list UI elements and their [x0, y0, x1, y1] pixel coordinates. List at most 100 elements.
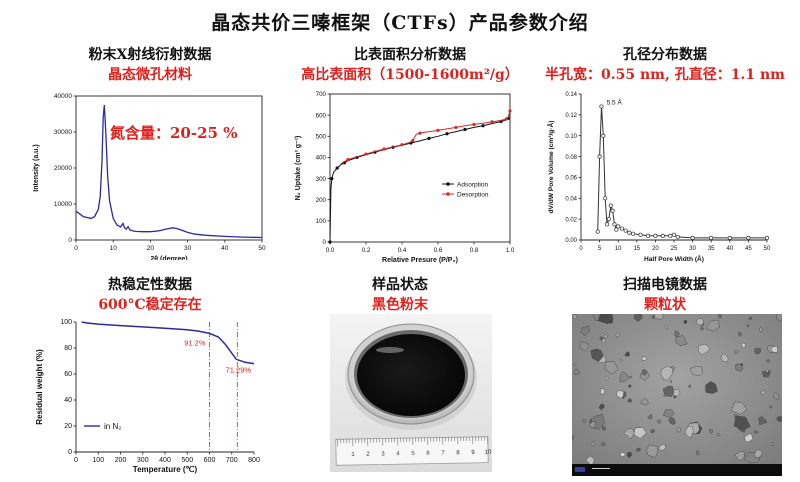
- pore-x-tick-label: 50: [764, 246, 771, 252]
- pore-y-tick-label: 0.06: [565, 176, 577, 182]
- pore-y-tick-label: 0.10: [565, 134, 577, 140]
- xrd-y-tick-label: 40000: [54, 93, 72, 100]
- sem-particle: [640, 397, 649, 406]
- bet-point: [335, 166, 339, 170]
- bet-point: [436, 128, 440, 132]
- sem-particle: [605, 376, 609, 380]
- pore-point: [709, 235, 714, 240]
- sem-particle: [740, 363, 744, 366]
- tga-x-tick-label: 700: [226, 457, 238, 464]
- sem-particle: [578, 341, 590, 352]
- pore-point: [608, 203, 613, 208]
- pore-point: [614, 227, 619, 232]
- pore-point: [623, 228, 628, 233]
- tga-x-tick-label: 600: [204, 457, 216, 464]
- sem-particle: [629, 375, 632, 379]
- bet-legend-marker: [446, 182, 450, 186]
- ruler-number: 9: [471, 450, 475, 456]
- pore-point: [595, 229, 600, 234]
- pore-point: [603, 196, 608, 201]
- bet-point: [481, 124, 485, 128]
- sem-particle: [624, 351, 630, 357]
- sem-particle: [709, 428, 713, 435]
- xrd-y-tick-label: 0: [68, 237, 72, 244]
- sem-particle: [687, 384, 691, 388]
- pore-point: [631, 231, 636, 236]
- sample-panel-subtitle: 黑色粉末: [372, 297, 428, 313]
- ruler-number: 5: [411, 451, 415, 457]
- sem-particle: [668, 416, 676, 425]
- xrd-x-tick-label: 0: [74, 245, 78, 252]
- pore-point: [597, 154, 602, 159]
- pore-x-tick-label: 35: [708, 246, 715, 252]
- sem-particle: [772, 392, 780, 400]
- sem-particle: [649, 429, 655, 434]
- bet-series-line-desorption: [340, 110, 511, 165]
- xrd-y-tick-label: 20000: [54, 165, 72, 172]
- sem-particle: [647, 413, 653, 420]
- bet-y-tick-label: 100: [316, 218, 327, 225]
- sem-particle: [604, 334, 608, 339]
- bet-y-tick-label: 400: [316, 155, 327, 162]
- pore-point: [645, 233, 651, 238]
- sample-panel-title: 样品状态: [372, 277, 428, 293]
- sem-particle: [598, 403, 605, 411]
- pore-point: [638, 232, 643, 237]
- pore-point: [601, 133, 606, 138]
- pore-y-tick-label: 0.02: [565, 217, 577, 223]
- sem-particle: [676, 427, 681, 433]
- sem-particle: [663, 409, 675, 418]
- page-title: 晶态共价三嗪框架（CTFs）产品参数介绍: [211, 12, 589, 34]
- sem-particle: [734, 451, 745, 462]
- sem-particle: [720, 353, 729, 363]
- sem-particle: [604, 361, 619, 375]
- tga-y-tick-label: 80: [64, 345, 72, 352]
- xrd-x-tick-label: 10: [110, 245, 118, 252]
- xrd-series-line: [75, 104, 263, 239]
- tga-panel-title: 热稳定性数据: [108, 277, 192, 293]
- bet-y-tick-label: 600: [316, 112, 327, 119]
- sem-particle: [754, 430, 759, 434]
- bet-y-tick-label: 700: [316, 91, 327, 98]
- tga-legend-label: in N₂: [104, 422, 121, 431]
- pore-x-tick-label: 20: [652, 246, 659, 252]
- bet-x-tick-label: 0.6: [434, 247, 443, 254]
- sem-particle: [776, 416, 782, 423]
- sem-particle: [757, 416, 768, 426]
- sem-particle: [746, 324, 750, 328]
- sem-particle: [633, 314, 643, 322]
- bet-x-tick-label: 1.0: [506, 247, 515, 254]
- xrd-chart: 0 10 20 30 40 50 0 10000 20000 30000 40000 2θ (degr…: [33, 93, 266, 260]
- sem-particle: [572, 314, 578, 320]
- pore-point: [668, 233, 673, 238]
- bet-x-tick-label: 0.0: [326, 247, 335, 254]
- tga-chart: 0 100 200 300 400 500 600 700 800 0 20 40 60 80 100 Tem…: [35, 319, 260, 474]
- pore-y-tick-label: 0.14: [565, 92, 577, 98]
- bet-legend-label: Adsorption: [457, 181, 488, 188]
- xrd-x-tick-label: 30: [184, 245, 192, 252]
- bet-legend-label: Desorption: [457, 191, 489, 198]
- sem-particle: [641, 356, 648, 361]
- pore-point: [675, 234, 680, 239]
- sem-particle: [623, 428, 635, 440]
- bet-point: [427, 136, 431, 140]
- bet-x-tick-label: 0.2: [362, 247, 371, 254]
- sem-particle: [669, 380, 673, 384]
- bet-point: [463, 127, 467, 132]
- sem-particle: [696, 450, 700, 456]
- pore-point: [653, 233, 658, 238]
- sem-particle: [615, 333, 620, 338]
- sem-particle: [641, 369, 647, 376]
- bet-panel-title: 比表面积分析数据: [354, 47, 466, 63]
- sem-particle: [761, 370, 771, 378]
- sem-particle: [738, 332, 743, 337]
- sem-particle: [754, 347, 762, 355]
- sem-micrograph: [572, 314, 782, 476]
- sem-particle: [599, 336, 604, 341]
- bet-point: [454, 125, 458, 130]
- bet-frame: [329, 93, 511, 243]
- pore-x-tick-label: 0: [579, 246, 583, 252]
- bet-chart: 0.0 0.2 0.4 0.6 0.8 1.0 0 100 200 300 400 500 600 700…: [295, 91, 515, 264]
- xrd-panel-subtitle: 晶态微孔材料: [108, 67, 192, 83]
- bet-x-tick-label: 0.4: [398, 247, 407, 254]
